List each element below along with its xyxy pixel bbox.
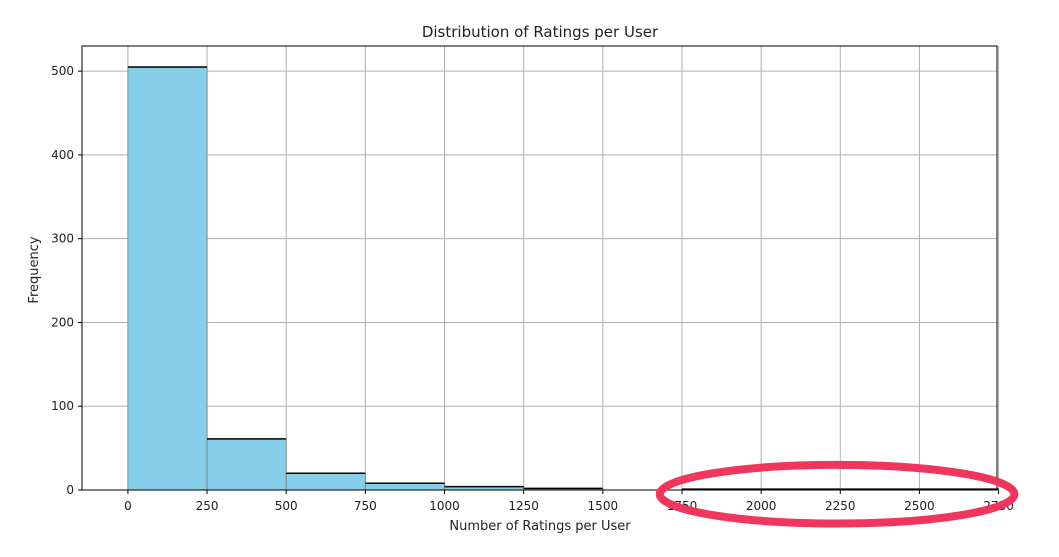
histogram-bar bbox=[523, 488, 603, 490]
histogram-bar bbox=[207, 438, 287, 490]
x-tick-label: 1000 bbox=[429, 499, 460, 513]
chart-title: Distribution of Ratings per User bbox=[422, 23, 659, 41]
y-tick-label: 400 bbox=[51, 148, 74, 162]
x-tick-label: 500 bbox=[275, 499, 298, 513]
x-tick-label: 2000 bbox=[746, 499, 777, 513]
histogram-bar bbox=[444, 486, 524, 490]
x-tick-label: 2500 bbox=[904, 499, 935, 513]
y-tick-label: 300 bbox=[51, 232, 74, 246]
x-tick-label: 2250 bbox=[825, 499, 856, 513]
x-tick-label: 250 bbox=[196, 499, 219, 513]
x-tick-label: 0 bbox=[124, 499, 132, 513]
y-tick-label: 100 bbox=[51, 399, 74, 413]
y-tick-label: 0 bbox=[66, 483, 74, 497]
y-axis-title: Frequency bbox=[27, 236, 42, 303]
y-tick-label: 200 bbox=[51, 315, 74, 329]
plot-frame bbox=[81, 45, 998, 491]
x-tick-label: 1250 bbox=[508, 499, 539, 513]
histogram-bar bbox=[286, 473, 366, 490]
x-axis-title: Number of Ratings per User bbox=[449, 519, 631, 534]
x-tick-label: 1500 bbox=[588, 499, 619, 513]
grid-lines bbox=[82, 46, 1000, 491]
red-ellipse-highlight bbox=[655, 460, 1019, 528]
y-tick-label: 500 bbox=[51, 64, 74, 78]
histogram-bar bbox=[127, 66, 208, 491]
axis-ticks: 0 250 500 750 1000 1250 1500 1750 2000 2250 2500 27… bbox=[51, 64, 1014, 513]
histogram-bar bbox=[365, 483, 445, 490]
histogram-bars bbox=[127, 66, 999, 491]
annotation-circle bbox=[655, 460, 1019, 528]
x-tick-label: 750 bbox=[354, 499, 377, 513]
